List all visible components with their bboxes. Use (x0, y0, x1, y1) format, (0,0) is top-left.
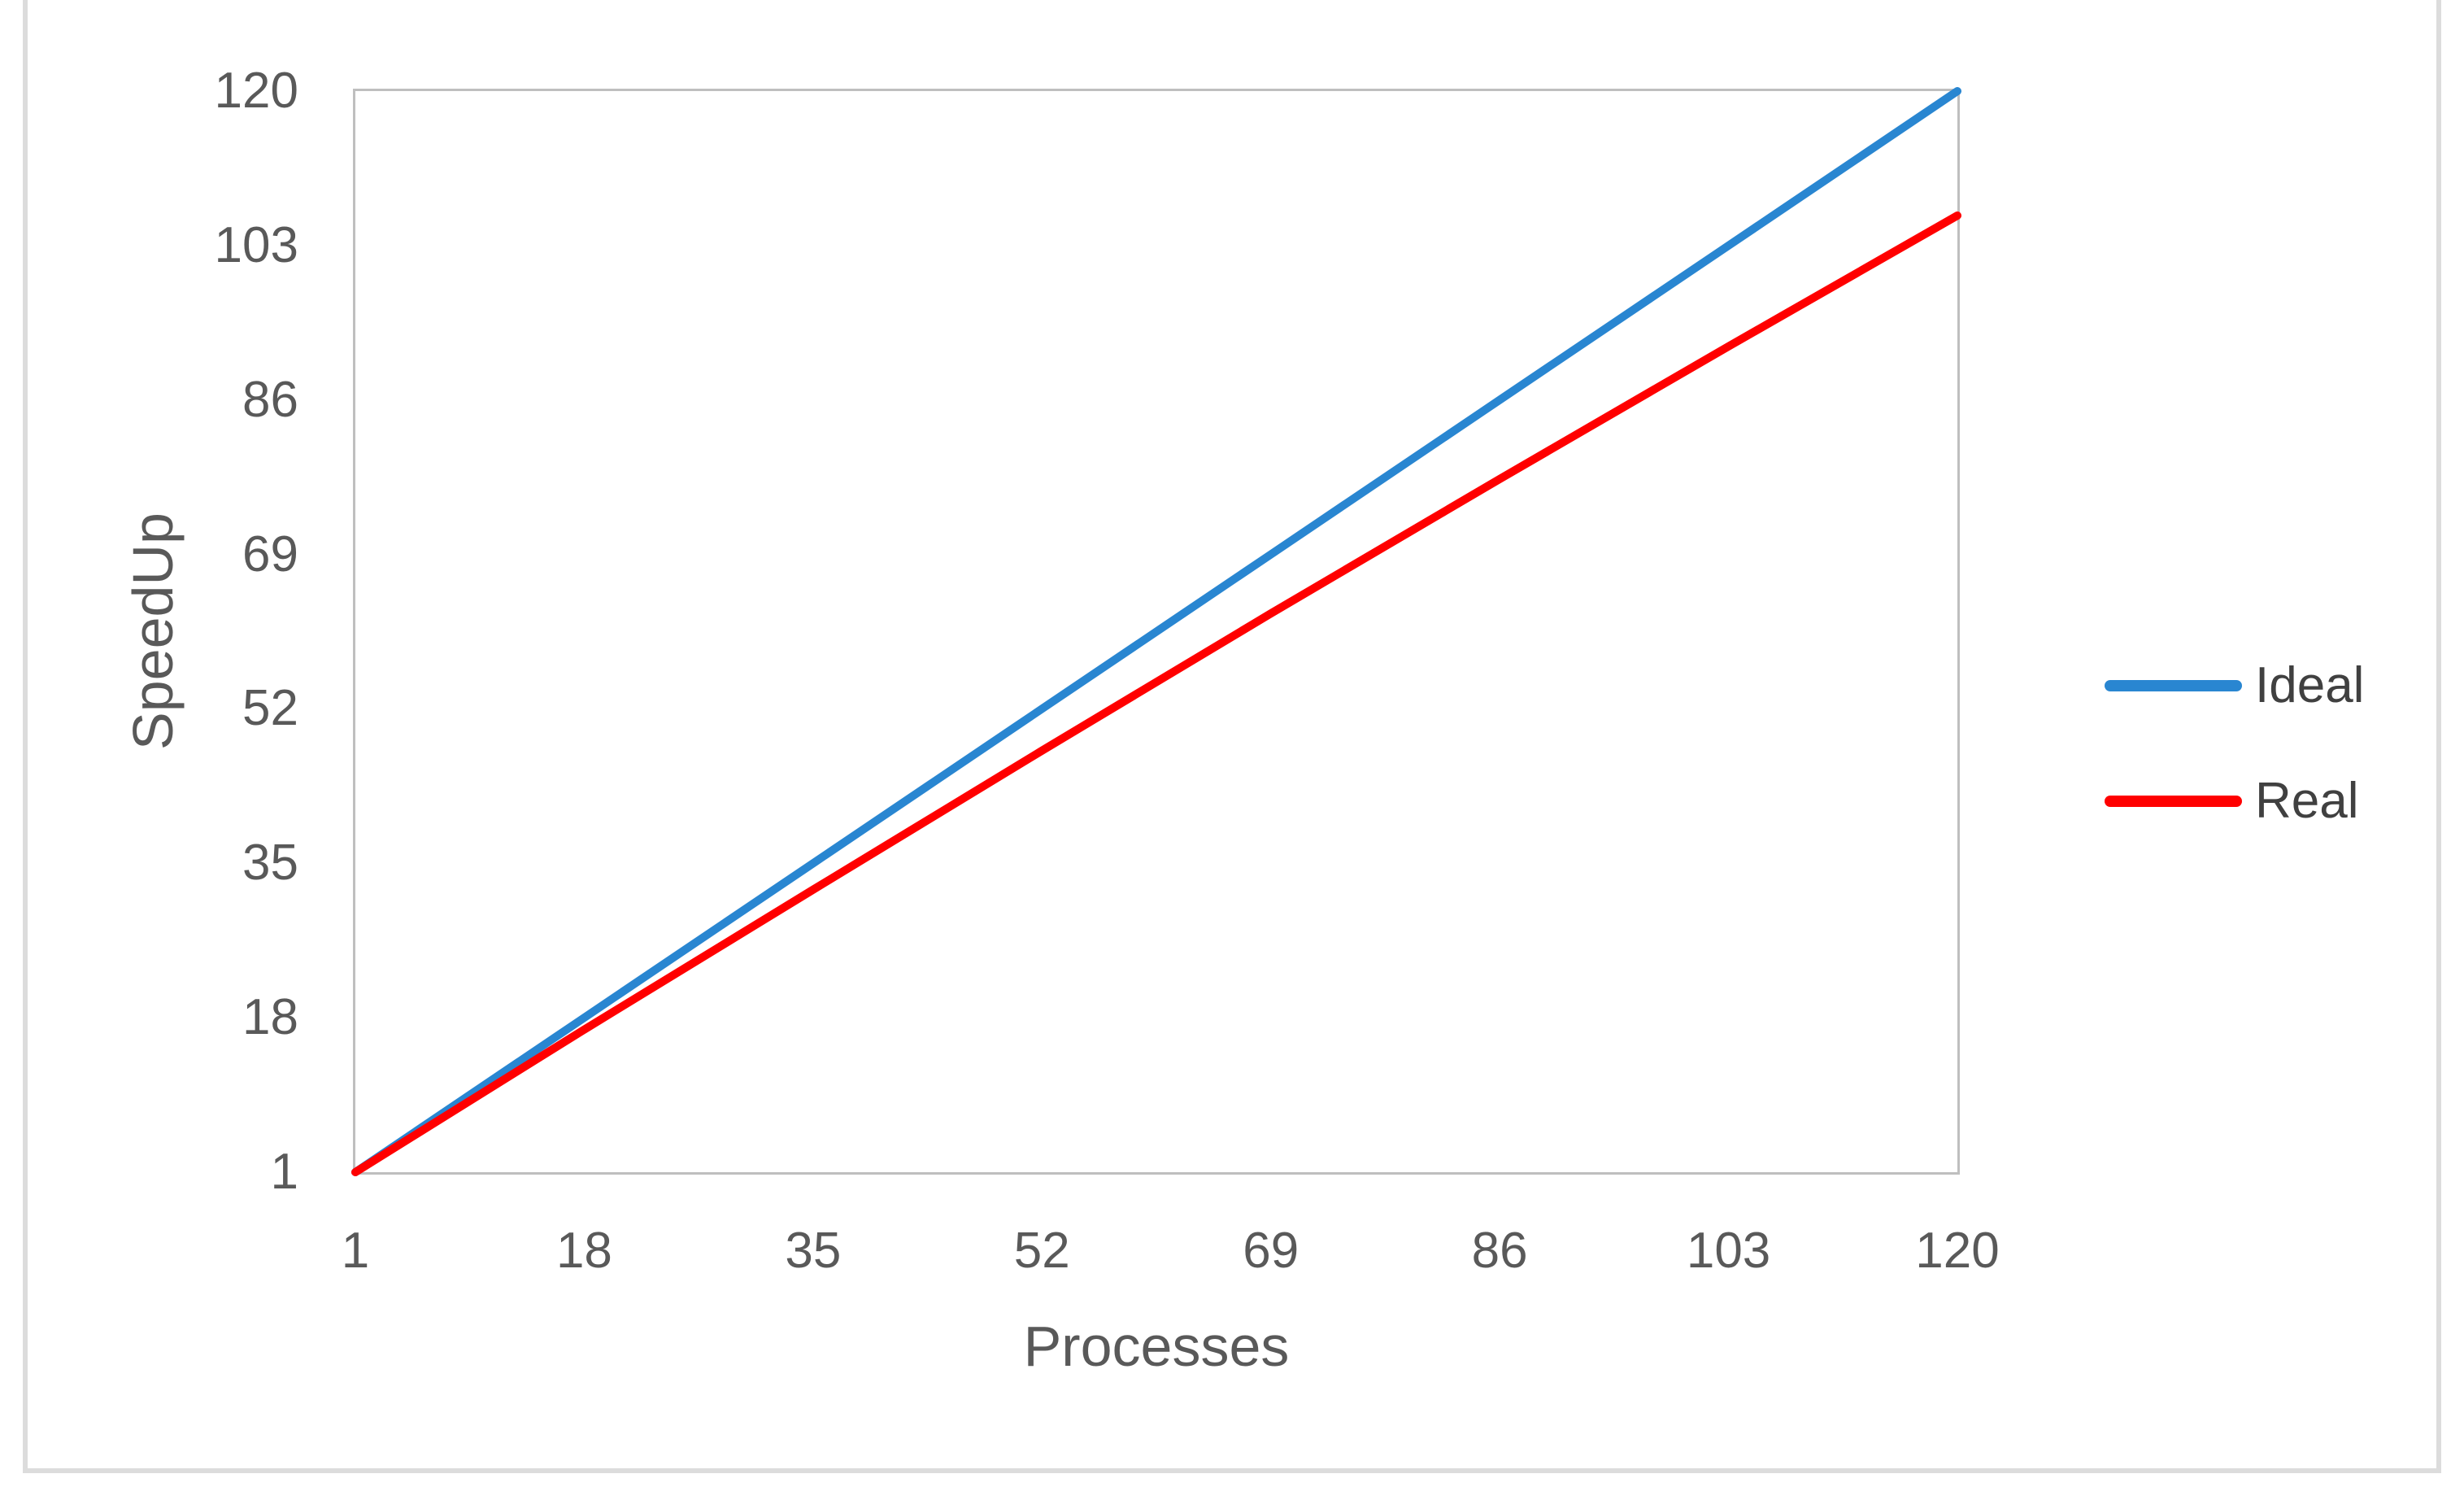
y-tick-label: 120 (214, 63, 298, 119)
y-tick-label: 52 (242, 680, 298, 737)
x-axis-title: Processes (1023, 1315, 1290, 1378)
x-tick-label: 1 (341, 1223, 370, 1279)
plot-area (353, 89, 1960, 1175)
legend-line-ideal-icon (2105, 680, 2242, 691)
y-tick-label: 1 (270, 1144, 298, 1200)
series-line-real (351, 211, 1961, 1176)
x-tick-label: 86 (1471, 1223, 1528, 1279)
legend-item-ideal: Ideal (2105, 660, 2364, 712)
y-tick-label: 69 (242, 525, 298, 582)
y-tick-label: 18 (242, 989, 298, 1046)
chart-frame (23, 0, 2441, 1473)
plot-svg (351, 87, 1961, 1176)
y-tick-label: 35 (242, 835, 298, 892)
legend-label-ideal: Ideal (2255, 657, 2365, 713)
x-tick-label: 35 (785, 1223, 842, 1279)
x-tick-label: 18 (555, 1223, 612, 1279)
x-tick-label: 103 (1686, 1223, 1771, 1279)
y-tick-label: 103 (214, 216, 298, 273)
x-tick-label: 69 (1243, 1223, 1299, 1279)
x-tick-label: 120 (1915, 1223, 2000, 1279)
legend-label-real: Real (2255, 773, 2359, 829)
x-tick-label: 52 (1013, 1223, 1070, 1279)
legend-line-real-icon (2105, 796, 2242, 807)
legend-item-real: Real (2105, 775, 2359, 827)
y-tick-label: 86 (242, 371, 298, 428)
series-line-ideal (351, 87, 1961, 1176)
